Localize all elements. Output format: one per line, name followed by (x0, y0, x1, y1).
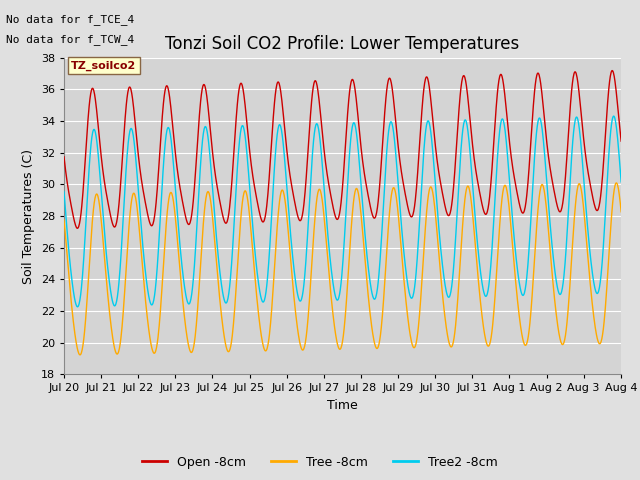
Title: Tonzi Soil CO2 Profile: Lower Temperatures: Tonzi Soil CO2 Profile: Lower Temperatur… (165, 35, 520, 53)
Text: TZ_soilco2: TZ_soilco2 (71, 60, 136, 71)
Legend: Open -8cm, Tree -8cm, Tree2 -8cm: Open -8cm, Tree -8cm, Tree2 -8cm (137, 451, 503, 474)
X-axis label: Time: Time (327, 399, 358, 412)
Text: No data for f_TCE_4: No data for f_TCE_4 (6, 14, 134, 25)
Text: No data for f_TCW_4: No data for f_TCW_4 (6, 34, 134, 45)
Y-axis label: Soil Temperatures (C): Soil Temperatures (C) (22, 148, 35, 284)
